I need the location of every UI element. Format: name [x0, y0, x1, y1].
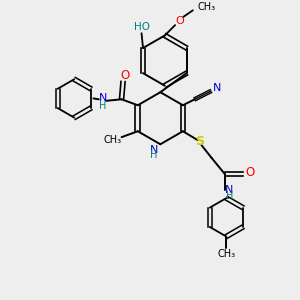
Text: O: O	[175, 16, 184, 26]
Text: N: N	[225, 184, 233, 194]
Text: CH₃: CH₃	[198, 2, 216, 12]
Text: N: N	[98, 93, 107, 103]
Text: HO: HO	[134, 22, 149, 32]
Text: CH₃: CH₃	[217, 249, 236, 259]
Text: N: N	[150, 145, 159, 154]
Text: O: O	[245, 166, 255, 179]
Text: H: H	[226, 191, 233, 201]
Text: S: S	[195, 135, 204, 148]
Text: O: O	[120, 69, 129, 82]
Text: CH₃: CH₃	[103, 134, 122, 145]
Text: H: H	[99, 101, 106, 111]
Text: N: N	[213, 83, 221, 93]
Text: H: H	[150, 151, 158, 160]
